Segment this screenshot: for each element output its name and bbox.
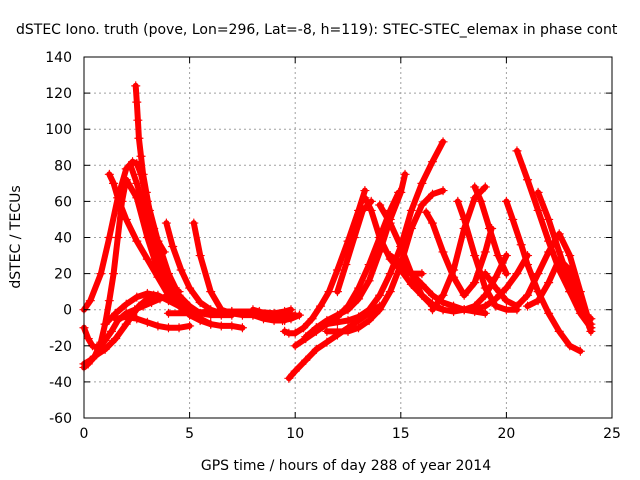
series-trace	[281, 187, 368, 337]
y-tick-label: 60	[54, 194, 72, 210]
data-series	[480, 229, 596, 333]
series-trace	[556, 263, 594, 331]
y-tick-label: 20	[54, 267, 72, 283]
x-tick-label: 25	[603, 426, 621, 442]
y-tick-label: 140	[45, 50, 72, 66]
x-tick-label: 15	[392, 426, 410, 442]
y-tick-label: -40	[49, 375, 72, 391]
y-tick-label: -60	[49, 411, 72, 427]
y-tick-label: 120	[45, 86, 72, 102]
x-tick-label: 0	[80, 426, 89, 442]
y-tick-label: 0	[63, 303, 72, 319]
series-trace	[81, 292, 157, 367]
y-tick-label: 100	[45, 122, 72, 138]
data-series	[248, 305, 305, 326]
chart-title: dSTEC Iono. truth (pove, Lon=296, Lat=-8…	[16, 22, 618, 38]
data-series	[501, 196, 585, 356]
series-trace	[423, 209, 495, 299]
x-tick-label: 5	[185, 426, 194, 442]
point-markers	[332, 196, 376, 297]
point-markers	[131, 81, 169, 257]
y-tick-label: 40	[54, 231, 72, 247]
x-tick-label: 20	[497, 426, 515, 442]
data-series	[322, 185, 448, 336]
point-markers	[111, 312, 195, 333]
y-tick-label: 80	[54, 158, 72, 174]
point-markers	[554, 261, 596, 333]
x-axis-label: GPS time / hours of day 288 of year 2014	[201, 458, 491, 474]
point-markers	[248, 305, 305, 326]
data-series	[111, 312, 195, 333]
y-axis-label: dSTEC / TECUs	[8, 185, 24, 288]
point-markers	[322, 185, 448, 336]
data-series	[470, 182, 511, 279]
axis-ticks: 0 5 10 15 20 25 -60 -40 -20 0 20 40 60 80 100 120 140	[45, 50, 621, 442]
point-markers	[470, 182, 511, 279]
data-series	[554, 261, 596, 333]
data-series-group	[79, 81, 596, 383]
x-tick-label: 10	[286, 426, 304, 442]
y-tick-label: -20	[49, 339, 72, 355]
point-markers	[501, 196, 585, 356]
data-series	[332, 196, 376, 297]
data-series	[131, 81, 169, 257]
series-trace	[190, 220, 299, 319]
